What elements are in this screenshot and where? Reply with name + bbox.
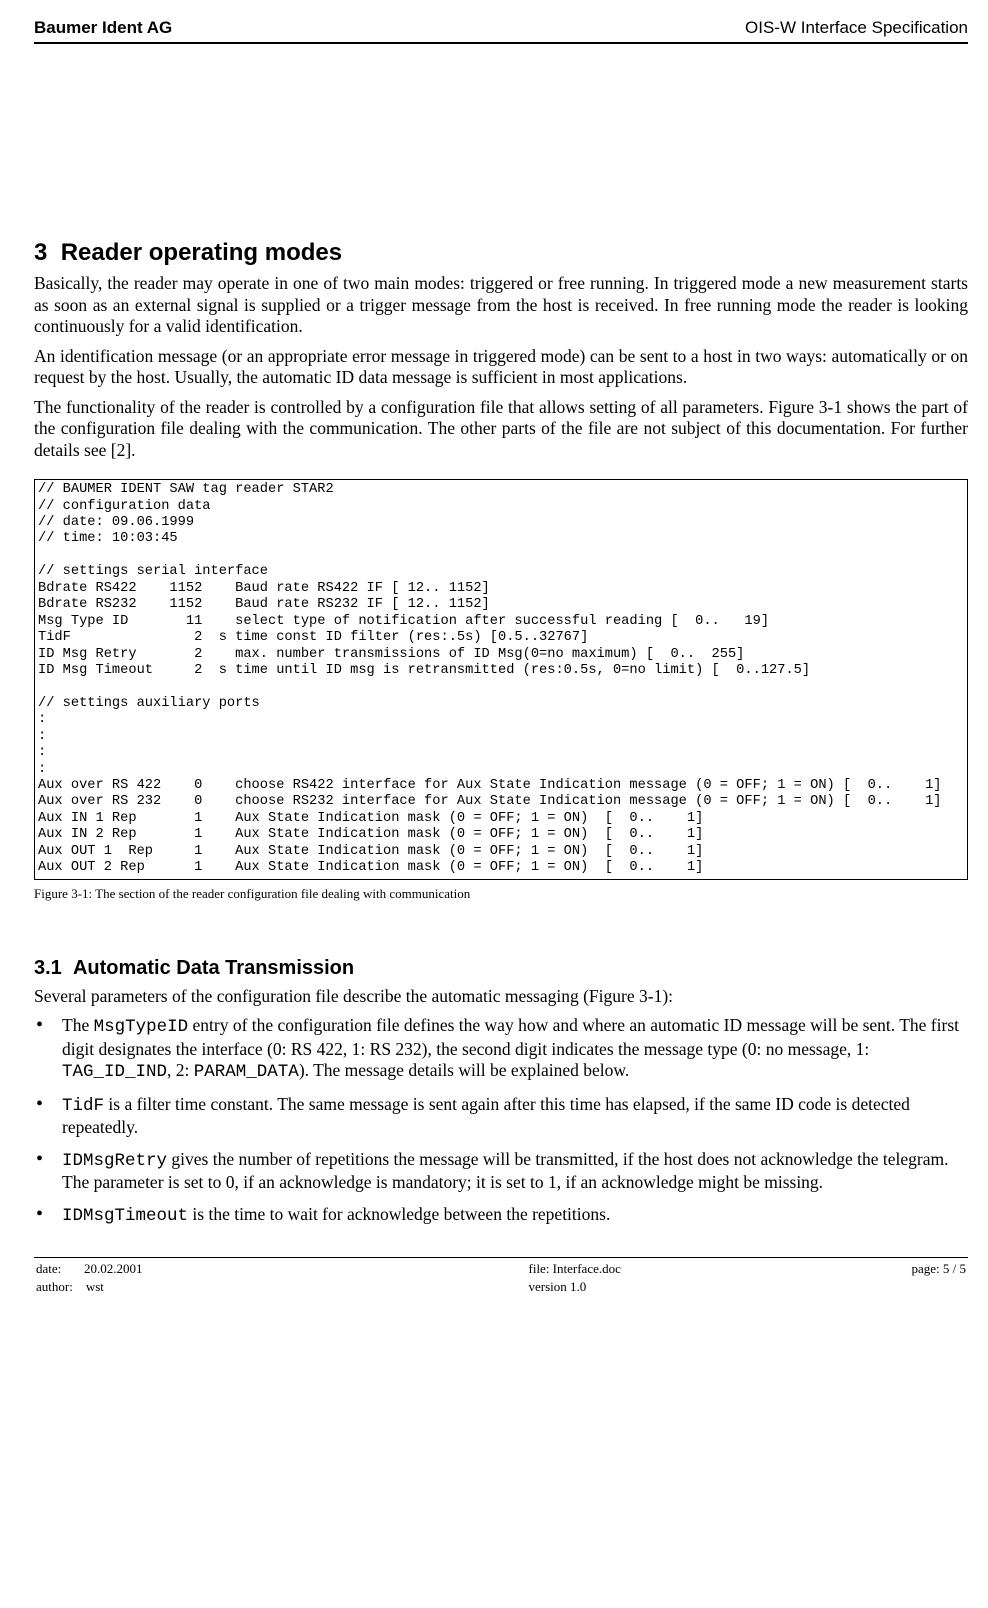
b1-pre: The — [62, 1015, 94, 1035]
footer-file: file: Interface.doc — [529, 1261, 621, 1276]
b3-code: IDMsgRetry — [62, 1151, 167, 1171]
subsection-intro: Several parameters of the configuration … — [34, 986, 968, 1008]
bullet-item-2: TidF is a filter time constant. The same… — [34, 1094, 968, 1139]
b2-code: TidF — [62, 1096, 104, 1116]
config-file-box: // BAUMER IDENT SAW tag reader STAR2 // … — [34, 479, 968, 880]
footer-right: page: 5 / 5 — [846, 1260, 966, 1295]
bullet-list: The MsgTypeID entry of the configuration… — [34, 1015, 968, 1227]
bullet-item-4: IDMsgTimeout is the time to wait for ack… — [34, 1204, 968, 1228]
footer-left: date: 20.02.2001 author: wst — [36, 1260, 354, 1295]
footer-page: page: 5 / 5 — [911, 1261, 966, 1276]
b1-mid: entry of the configuration file defines … — [62, 1015, 959, 1059]
footer-mid: file: Interface.doc version 1.0 — [354, 1260, 847, 1295]
b1-code3: PARAM_DATA — [194, 1062, 299, 1082]
b1-code: MsgTypeID — [94, 1017, 189, 1037]
b1-code2: TAG_ID_IND — [62, 1062, 167, 1082]
b1-mid2: , 2: — [167, 1060, 194, 1080]
b4-code: IDMsgTimeout — [62, 1206, 188, 1226]
page-header: Baumer Ident AG OIS-W Interface Specific… — [34, 18, 968, 42]
subsection-title: Automatic Data Transmission — [73, 957, 354, 979]
b3-tail: gives the number of repetitions the mess… — [62, 1149, 949, 1193]
paragraph-2: An identification message (or an appropr… — [34, 346, 968, 389]
section-heading: 3 Reader operating modes — [34, 239, 968, 267]
section-number: 3 — [34, 239, 47, 266]
page-footer: date: 20.02.2001 author: wst file: Inter… — [34, 1257, 968, 1295]
bullet-item-3: IDMsgRetry gives the number of repetitio… — [34, 1149, 968, 1194]
header-company: Baumer Ident AG — [34, 18, 172, 38]
footer-version: version 1.0 — [529, 1279, 587, 1294]
footer-author-value: wst — [86, 1279, 104, 1294]
figure-caption: Figure 3-1: The section of the reader co… — [34, 886, 968, 902]
subsection-number: 3.1 — [34, 957, 62, 979]
paragraph-3: The functionality of the reader is contr… — [34, 397, 968, 462]
b4-tail: is the time to wait for acknowledge betw… — [188, 1204, 610, 1224]
b2-tail: is a filter time constant. The same mess… — [62, 1094, 910, 1138]
section-title: Reader operating modes — [61, 239, 342, 266]
bullet-item-1: The MsgTypeID entry of the configuration… — [34, 1015, 968, 1084]
config-file-text: // BAUMER IDENT SAW tag reader STAR2 // … — [38, 482, 964, 877]
paragraph-1: Basically, the reader may operate in one… — [34, 273, 968, 338]
footer-date-label: date: — [36, 1261, 61, 1276]
b1-tail: ). The message details will be explained… — [299, 1060, 629, 1080]
footer-author-label: author: — [36, 1279, 73, 1294]
header-doc-title: OIS-W Interface Specification — [745, 18, 968, 38]
footer-date-value: 20.02.2001 — [84, 1261, 143, 1276]
subsection-heading: 3.1 Automatic Data Transmission — [34, 957, 968, 980]
